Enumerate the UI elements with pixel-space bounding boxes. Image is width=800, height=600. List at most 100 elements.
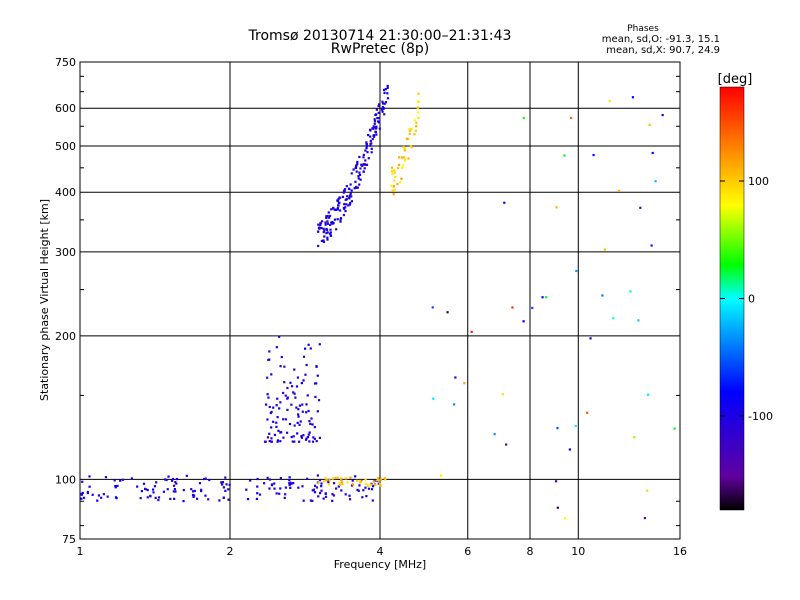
data-point <box>384 101 388 104</box>
data-point <box>390 166 394 169</box>
data-point <box>273 482 276 485</box>
data-point <box>372 135 376 138</box>
data-point <box>325 232 328 235</box>
data-point <box>310 417 313 420</box>
data-point <box>275 404 278 407</box>
data-point <box>302 355 306 358</box>
data-point <box>383 477 386 480</box>
data-point <box>322 497 325 500</box>
data-point <box>228 483 231 486</box>
x-tick-label: 2 <box>227 545 234 558</box>
data-point <box>175 482 178 485</box>
data-point <box>208 478 211 482</box>
data-point <box>386 84 389 88</box>
x-tick-label: 6 <box>464 545 471 558</box>
data-point <box>371 499 374 502</box>
colorbar-tick-label: -100 <box>748 410 773 423</box>
data-point <box>296 432 299 435</box>
data-point <box>367 487 371 490</box>
data-point <box>270 410 273 414</box>
data-point <box>372 125 375 128</box>
data-point <box>350 189 353 192</box>
data-point <box>311 440 315 443</box>
data-point <box>282 418 285 421</box>
data-point <box>200 489 203 493</box>
data-point <box>326 220 329 223</box>
data-point <box>362 489 365 492</box>
data-point <box>330 221 333 224</box>
data-point <box>277 429 280 432</box>
data-point <box>360 163 363 166</box>
data-point <box>162 490 165 493</box>
data-point <box>386 86 389 89</box>
data-point <box>369 135 372 138</box>
data-point <box>293 424 296 427</box>
data-point <box>617 189 621 192</box>
data-point <box>446 311 449 314</box>
y-tick-label: 400 <box>55 186 76 199</box>
data-point <box>288 481 291 485</box>
data-point <box>218 499 221 502</box>
data-point <box>337 201 341 205</box>
data-point <box>503 201 506 204</box>
data-point <box>531 306 534 310</box>
data-point <box>174 490 177 493</box>
data-point <box>285 431 289 434</box>
data-point <box>325 215 328 218</box>
x-axis-label: Frequency [MHz] <box>334 558 426 571</box>
data-point <box>629 290 632 293</box>
data-point <box>288 483 291 487</box>
data-point <box>139 497 142 500</box>
data-point <box>403 149 406 152</box>
x-tick-label: 8 <box>527 545 534 558</box>
data-point <box>283 365 286 368</box>
data-point <box>142 482 146 485</box>
data-point <box>340 478 343 482</box>
data-point <box>643 516 647 520</box>
data-point <box>408 128 411 131</box>
data-point <box>302 379 305 382</box>
data-point <box>268 358 271 361</box>
data-point <box>354 186 358 189</box>
data-point <box>383 102 386 105</box>
data-point <box>336 208 339 211</box>
data-point <box>320 239 324 243</box>
data-point <box>358 183 361 186</box>
data-point <box>279 401 282 404</box>
data-point <box>371 485 375 488</box>
data-point <box>326 222 329 225</box>
data-point <box>340 489 343 492</box>
data-point <box>258 493 262 496</box>
data-point <box>366 151 369 154</box>
data-point <box>301 485 304 488</box>
data-point <box>334 476 337 480</box>
data-point <box>331 499 334 502</box>
data-point <box>146 488 149 492</box>
data-point <box>300 435 303 438</box>
data-point <box>351 483 355 486</box>
data-point <box>358 155 361 159</box>
data-point <box>96 499 99 502</box>
data-point <box>359 167 362 170</box>
y-axis-label: Stationary phase Virtual Height [km] <box>38 199 51 401</box>
data-point <box>119 479 122 482</box>
data-point <box>381 102 385 105</box>
data-point <box>309 499 313 502</box>
data-point <box>290 435 293 439</box>
data-point <box>294 396 297 399</box>
data-point <box>661 113 664 117</box>
data-point <box>348 187 351 191</box>
data-point <box>362 156 365 159</box>
data-point <box>365 145 369 148</box>
data-point <box>344 493 347 496</box>
data-point <box>316 410 319 413</box>
data-point <box>432 397 435 400</box>
data-point <box>367 157 370 160</box>
data-point <box>410 127 413 130</box>
data-point <box>140 490 144 493</box>
data-point <box>130 477 134 480</box>
data-point <box>639 206 642 209</box>
data-point <box>369 139 372 143</box>
data-point <box>648 123 651 126</box>
